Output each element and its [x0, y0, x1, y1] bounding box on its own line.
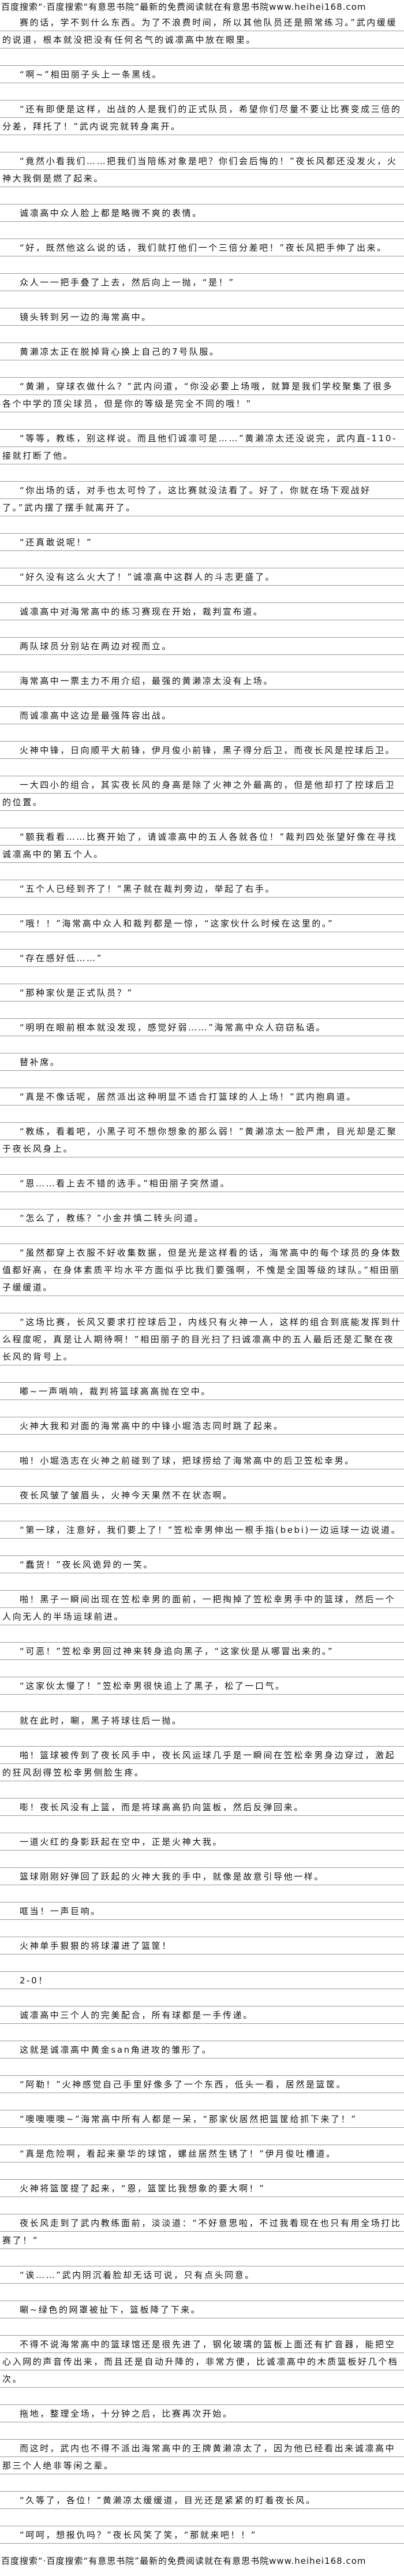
chapter-paragraph: 海常高中一票主力不用介绍，最强的黄濑凉太没有上场。 [20, 676, 274, 686]
chapter-paragraph: 啪！篮球被传到了夜长风手中，夜长风运球几乎是一瞬间在笠松幸男身边穿过，激起的狂风… [2, 1750, 396, 1778]
chapter-paragraph: “呵呵，想报仇吗？”夜长风笑了笑，“那就来吧！！” [20, 2530, 257, 2540]
chapter-paragraph: 啪！黑子一瞬间出现在笠松幸男的面前，一把掏掉了笠松幸男手中的篮球，然后一个人向无… [2, 1594, 396, 1622]
chapter-paragraph: “黄濑，穿球衣做什么？”武内问道，“你没必要上场哦，就算是我们学校聚集了很多各个… [2, 381, 394, 409]
chapter-paragraph: “这家伙太慢了！”笠松幸男很快追上了黑子，松了一口气。 [20, 1681, 286, 1691]
chapter-paragraph: 一道火红的身影跃起在空中，正是火神大我。 [20, 1837, 223, 1847]
chapter-paragraph: 拖地，整理全场，十分钟之后，比赛再次开始。 [20, 2409, 233, 2419]
chapter-paragraph: “你出场的话，对手也太可怜了，这比赛就没法看了。好了，你就在场下观战好了。”武内… [2, 485, 371, 513]
chapter-paragraph: 嘟~一声哨响，裁判将篮球高高抛在空中。 [20, 1386, 211, 1397]
chapter-paragraph: “蠢货！”夜长风诡异的一笑。 [20, 1559, 154, 1570]
chapter-paragraph: 火神中锋，日向顺平大前锋，伊月俊小前锋，黑子得分后卫，而夜长风是控球后卫。 [20, 745, 396, 755]
footer-site-banner: 百度搜索“·百度搜索“有意思书院”最新的免费阅读就在有意思书院www.heihe… [1, 2556, 366, 2566]
chapter-paragraph: 一大四小的组合，其实夜长风的身高是除了火神之外最高的，但是他却打了控球后卫的位置… [2, 780, 396, 807]
chapter-paragraph: “阿勒！”火神感觉自己手里好像多了一个东西，低头一看，居然是篮筐。 [20, 2079, 347, 2090]
chapter-paragraph: “好，既然他这么说的话，我们就打他们一个三倍分差吧！”夜长风把手伸了出来。 [20, 243, 387, 253]
chapter-paragraph: “存在感好低……” [20, 953, 103, 963]
chapter-paragraph: “那种家伙是正式队员？” [20, 988, 133, 998]
chapter-paragraph: 夜长风走到了武内教练面前，淡淡道：“不好意思啦，不过我看现在也只有用全场打比赛了… [2, 2218, 402, 2246]
chapter-paragraph: “第一球，注意好，我们要上了！”笠松幸男伸出一根手指(bebi)一边运球一边说道… [20, 1525, 402, 1535]
chapter-paragraph: 火神大我和对面的海常高中的中锋小堀浩志同时跳了起来。 [20, 1421, 284, 1431]
chapter-paragraph: “教练，看着吧，小黑子可不想你想象的那么弱！”黄濑凉太一脸严肃，目光却是汇聚于夜… [2, 1126, 398, 1154]
chapter-paragraph: “五个人已经到齐了！”黑子就在裁判旁边，举起了右手。 [20, 884, 276, 894]
chapter-paragraph: “还有即便是这样，出战的人是我们的正式队员，希望你们尽量不要让比赛变成三倍的分差… [2, 104, 402, 132]
chapter-paragraph: “竟然小看我们……把我们当陪练对象是吧？你们会后悔的！”夜长风都还没发火，火神大… [2, 156, 398, 184]
chapter-paragraph: 篮球刚刚好弹回了跃起的火神大我的手中，就像是故意引导他一样。 [20, 1871, 325, 1882]
chapter-paragraph: 替补席。 [20, 1057, 61, 1067]
chapter-paragraph: 火神将篮筐提了起来，“恩，篮筐比我想象的要大啊！” [20, 2183, 265, 2194]
chapter-paragraph: 啪！小堀浩志在火神之前碰到了球，把球捞给了海常高中的后卫笠松幸男。 [20, 1455, 355, 1466]
chapter-paragraph: 两队球员分别站在两边对视而立。 [20, 641, 173, 652]
chapter-paragraph: “真是不像话呢，居然派出这种明显不适合打篮球的人上场！”武内抱肩道。 [20, 1092, 357, 1102]
chapter-paragraph: 唰~绿色的网罩被扯下，篮板降了下来。 [20, 2305, 201, 2315]
chapter-paragraph: “还真敢说呢！” [20, 537, 93, 548]
chapter-paragraph: “好久没有这么火大了！”诚凛高中这群人的斗志更盛了。 [20, 572, 276, 582]
chapter-paragraph: 哐当！一声巨响。 [20, 1906, 101, 1916]
chapter-paragraph: 而这时，武内也不得不派出海常高中的王牌黄濑凉太了，因为他已经看出来诚凛高中那三个… [2, 2443, 396, 2471]
chapter-paragraph: “哦！！”海常高中众人和裁判都是一惊，“这家伙什么时候在这里的。” [20, 918, 334, 929]
chapter-paragraph: “恩……看上去不错的选手。”相田丽子突然道。 [20, 1178, 231, 1189]
chapter-paragraph: 镜头转到另一边的海常高中。 [20, 312, 152, 322]
chapter-paragraph: 不得不说海常高中的篮球馆还是很先进了，钢化玻璃的篮板上面还有扩音器，能把空心入网… [2, 2339, 399, 2384]
chapter-paragraph: 赛的话，学不到什么东西。为了不浪费时间，所以其他队员还是照常练习。”武内缓缓的说… [2, 17, 398, 45]
chapter-paragraph: 诚凛高中对海常高中的练习赛现在开始，裁判宣布道。 [20, 606, 264, 617]
chapter-paragraph: “这场比赛，长风又要求打控球后卫，内线只有火神一人，这样的组合到底能发挥到什么程… [2, 1317, 402, 1362]
chapter-paragraph: “额我看看……比赛开始了，请诚凛高中的五人各就各位！”裁判四处张望好像在寻找诚凛… [2, 832, 398, 859]
chapter-content: 赛的话，学不到什么东西。为了不浪费时间，所以其他队员还是照常练习。”武内缓缓的说… [0, 14, 404, 2544]
chapter-paragraph: “等等，教练，别这样说。而且他们诚凛可是……”黄濑凉太还没说完，武内直-110-… [2, 433, 398, 461]
chapter-paragraph: 嘭！夜长风没有上篮，而是将球高高扔向篮板，然后反弹回来。 [20, 1802, 304, 1812]
chapter-paragraph: 众人一一把手叠了上去，然后向上一抛，“是！” [20, 277, 235, 288]
chapter-paragraph: “虽然都穿上衣服不好收集数据，但是光是这样看的话，海常高中的每个球员的身体数值都… [2, 1248, 402, 1293]
chapter-paragraph: 火神单手狠狠的将球灌进了篮筐！ [20, 1941, 173, 1951]
chapter-paragraph: 黄濑凉太正在脱掉背心换上自己的7号队服。 [20, 347, 220, 357]
chapter-paragraph: “明明在眼前根本就没发现，感觉好弱……”海常高中众人窃窃私语。 [20, 1022, 327, 1033]
chapter-paragraph: “久等了，各位！”黄濑凉太缓缓道，目光还是紧紧的盯着夜长风。 [20, 2495, 316, 2506]
chapter-paragraph: 而诚凛高中这边是最强阵容出战。 [20, 710, 173, 721]
chapter-paragraph: “怎么了，教练？”小金井慎二转头问道。 [20, 1213, 204, 1223]
chapter-paragraph: “诶……”武内阴沉着脸却无话可说，只有点头同意。 [20, 2270, 255, 2280]
chapter-paragraph: “可恶！”笠松幸男回过神来转身追向黑子，“这家伙是从哪冒出来的。” [20, 1646, 334, 1656]
chapter-paragraph: 这就是诚凛高中黄金san角进攻的雏形了。 [20, 2045, 212, 2055]
chapter-paragraph: 夜长风皱了皱眉头，火神今天果然不在状态啊。 [20, 1490, 233, 1501]
chapter-paragraph: 诚凛高中三个人的完美配合，所有球都是一手传递。 [20, 2010, 253, 2020]
chapter-paragraph: “噢噢噢噢~”海常高中所有人都是一呆，“那家伙居然把篮筐给抓下来了！” [20, 2114, 357, 2124]
chapter-paragraph: “啊~”相田丽子头上一条黑线。 [20, 69, 163, 80]
chapter-paragraph: 2-0！ [20, 1975, 48, 1986]
chapter-paragraph: “真是危险啊，看起来豪华的球馆，螺丝居然生锈了！”伊月俊吐槽道。 [20, 2149, 336, 2159]
header-site-banner: 百度搜索“·百度搜索“有意思书院”最新的免费阅读就在有意思书院www.heihe… [1, 2, 366, 12]
chapter-paragraph: 诚凛高中众人脸上都是略微不爽的表情。 [20, 208, 203, 218]
chapter-paragraph: 就在此时，唰，黑子将球往后一抛。 [20, 1715, 182, 1726]
